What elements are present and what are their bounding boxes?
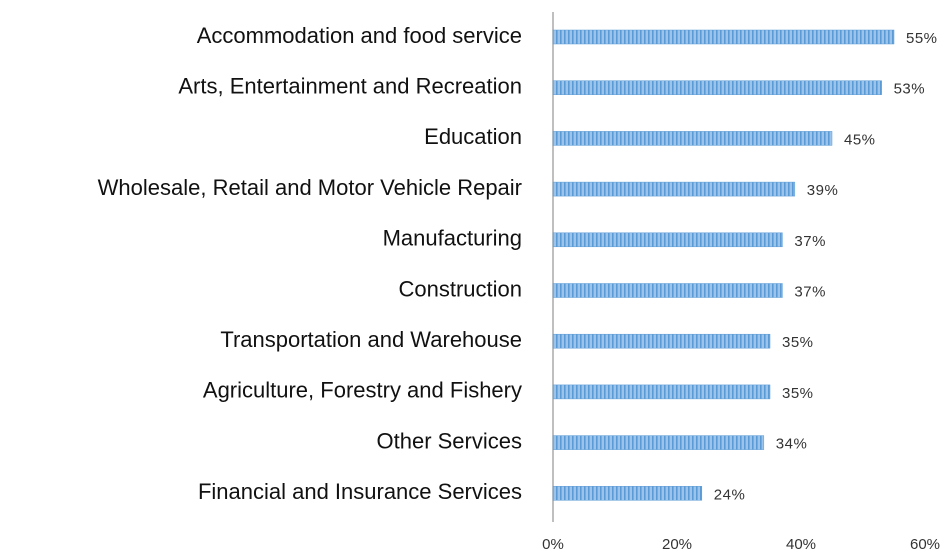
- bar: [552, 131, 833, 146]
- x-tick-label: 0%: [542, 536, 564, 553]
- bar: [552, 181, 796, 197]
- bar: [552, 435, 765, 450]
- category-label: Transportation and Warehouse: [220, 327, 522, 352]
- value-label: 55%: [906, 30, 938, 47]
- bar: [552, 80, 882, 95]
- category-label: Manufacturing: [383, 226, 522, 251]
- value-label: 37%: [794, 283, 826, 300]
- value-label: 35%: [782, 334, 814, 351]
- bar: [552, 232, 783, 248]
- category-label: Wholesale, Retail and Motor Vehicle Repa…: [98, 175, 522, 200]
- value-label: 34%: [776, 436, 808, 453]
- category-label: Arts, Entertainment and Recreation: [178, 74, 522, 99]
- x-tick-label: 40%: [786, 536, 816, 553]
- category-label: Agriculture, Forestry and Fishery: [203, 378, 522, 403]
- category-label: Financial and Insurance Services: [198, 479, 522, 504]
- value-label: 24%: [714, 486, 746, 503]
- category-label: Education: [424, 124, 522, 149]
- category-label: Accommodation and food service: [197, 23, 522, 48]
- value-label: 37%: [794, 233, 826, 250]
- category-label: Construction: [398, 276, 522, 301]
- category-label: Other Services: [377, 428, 523, 453]
- x-tick-label: 20%: [662, 536, 692, 553]
- x-tick-label: 60%: [910, 536, 940, 553]
- bar: [552, 29, 895, 45]
- bar: [552, 333, 771, 349]
- value-label: 45%: [844, 131, 876, 148]
- bar: [552, 283, 783, 298]
- value-label: 35%: [782, 385, 814, 402]
- bar: [552, 384, 771, 400]
- value-label: 39%: [807, 182, 839, 199]
- bar: [552, 486, 703, 501]
- value-label: 53%: [894, 81, 926, 98]
